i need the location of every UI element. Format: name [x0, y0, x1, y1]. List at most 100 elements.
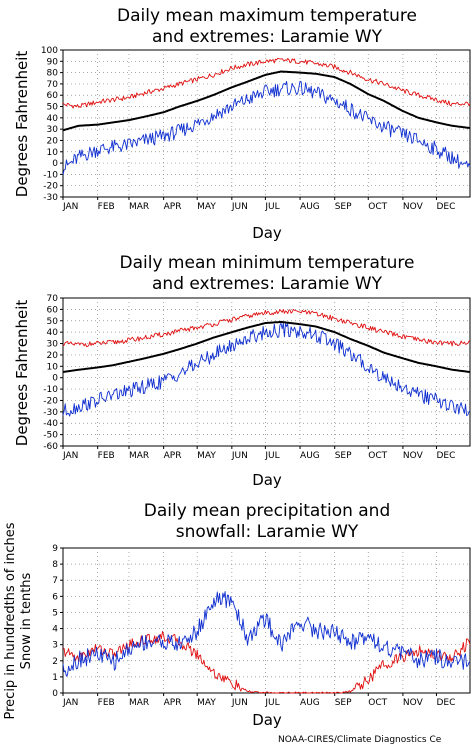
y-tick-label: 10 — [47, 148, 59, 158]
month-label-jul: JUL — [264, 202, 279, 212]
month-label-aug: AUG — [300, 202, 320, 212]
y-tick-label: 30 — [47, 125, 59, 135]
y-tick-label: 40 — [47, 114, 59, 124]
plot-frame — [62, 547, 471, 694]
chart1-title-line1: Daily mean maximum temperature — [117, 6, 417, 26]
chart1-x-axis-label: Day — [252, 224, 282, 242]
month-label-apr: APR — [164, 451, 182, 461]
chart3-plot-area: 0 1 2 3 4 5 6 7 8 9 JAN FEB MAR APR MAY JUN JUL AUG SEP OCT… — [52, 544, 471, 708]
y-tick-label: 20 — [47, 351, 59, 361]
month-label-apr: APR — [164, 698, 182, 708]
y-tick-label: -20 — [43, 396, 58, 406]
chart2-title-line2: and extremes: Laramie WY — [152, 274, 383, 294]
month-label-nov: NOV — [403, 698, 424, 708]
y-tick-label: -30 — [43, 193, 58, 203]
series-min-line — [62, 80, 471, 176]
month-label-aug: AUG — [300, 698, 320, 708]
plot-frame — [62, 49, 471, 198]
month-label-jul: JUL — [264, 698, 279, 708]
y-tick-label: 2 — [52, 657, 58, 667]
month-label-jan: JAN — [62, 451, 78, 461]
y-tick-label: 6 — [52, 592, 58, 602]
plot-frame — [62, 297, 471, 447]
month-label-feb: FEB — [98, 202, 115, 212]
y-tick-label: -50 — [43, 431, 58, 441]
y-tick-label: 30 — [47, 340, 59, 350]
month-label-jun: JUN — [231, 698, 248, 708]
chart-min-temperature: Daily mean minimum temperature and extre… — [13, 253, 471, 489]
y-tick-label: 0 — [52, 159, 58, 169]
chart2-y-axis-label: Degrees Fahrenheit — [13, 300, 31, 447]
series-max-line — [62, 57, 471, 109]
y-tick-label: 50 — [47, 317, 59, 327]
chart1-title-line2: and extremes: Laramie WY — [152, 27, 383, 47]
y-tick-label: -40 — [43, 419, 58, 429]
y-tick-label: 70 — [47, 294, 59, 304]
y-tick-label: 100 — [41, 46, 58, 56]
chart3-title-line1: Daily mean precipitation and — [144, 501, 391, 521]
month-label-apr: APR — [164, 202, 182, 212]
y-tick-label: 5 — [52, 608, 58, 618]
month-label-may: MAY — [197, 698, 216, 708]
y-tick-label: 40 — [47, 328, 59, 338]
y-tick-label: 10 — [47, 362, 59, 372]
month-label-sep: SEP — [335, 202, 352, 212]
y-tick-label: -30 — [43, 408, 58, 418]
month-label-dec: DEC — [436, 451, 455, 461]
y-tick-label: -10 — [43, 170, 58, 180]
chart2-title-line1: Daily mean minimum temperature — [120, 253, 415, 273]
month-label-mar: MAR — [129, 202, 149, 212]
y-tick-label: 3 — [52, 641, 58, 651]
y-tick-label: 4 — [52, 625, 58, 635]
y-tick-label: 0 — [52, 374, 58, 384]
chart3-y-axis-label-line1: Precip in hundredths of inches — [3, 522, 18, 719]
credit-text: NOAA-CIRES/Climate Diagnostics Ce — [278, 735, 442, 745]
month-label-jun: JUN — [231, 451, 248, 461]
series-precip-line — [62, 591, 471, 677]
month-label-sep: SEP — [335, 698, 352, 708]
month-label-oct: OCT — [368, 451, 387, 461]
month-label-oct: OCT — [368, 202, 387, 212]
month-label-mar: MAR — [129, 451, 149, 461]
y-tick-label: -60 — [43, 442, 58, 452]
y-tick-label: 8 — [52, 560, 58, 570]
y-tick-label: 60 — [47, 305, 59, 315]
month-label-sep: SEP — [335, 451, 352, 461]
y-tick-label: -20 — [43, 182, 58, 192]
y-tick-label: 1 — [52, 673, 58, 683]
chart3-title-line2: snowfall: Laramie WY — [176, 522, 359, 542]
series-snow-line — [62, 630, 471, 694]
series-min-line — [62, 322, 471, 417]
y-tick-label: 60 — [47, 91, 59, 101]
y-tick-label: 20 — [47, 136, 59, 146]
month-label-jan: JAN — [62, 202, 78, 212]
month-label-nov: NOV — [403, 202, 424, 212]
month-label-may: MAY — [197, 451, 216, 461]
y-tick-label: 80 — [47, 69, 59, 79]
month-label-aug: AUG — [300, 451, 320, 461]
chart-max-temperature: Daily mean maximum temperature and extre… — [13, 6, 471, 242]
month-label-nov: NOV — [403, 451, 424, 461]
month-label-jun: JUN — [231, 202, 248, 212]
month-label-jul: JUL — [264, 451, 279, 461]
y-tick-label: -10 — [43, 385, 58, 395]
series-mean-line — [62, 320, 471, 373]
y-tick-label: 70 — [47, 80, 59, 90]
month-label-feb: FEB — [98, 698, 115, 708]
month-label-jan: JAN — [62, 698, 78, 708]
month-label-dec: DEC — [436, 698, 455, 708]
y-tick-label: 50 — [47, 103, 59, 113]
chart1-y-axis-label: Degrees Fahrenheit — [13, 51, 31, 198]
month-label-mar: MAR — [129, 698, 149, 708]
chart3-y-axis-label-line2: Snow in tenths — [19, 572, 34, 669]
chart2-x-axis-label: Day — [252, 471, 282, 489]
y-tick-label: 90 — [47, 57, 59, 67]
month-label-may: MAY — [197, 202, 216, 212]
series-max-line — [62, 308, 471, 348]
chart3-x-axis-label: Day — [252, 711, 282, 729]
month-label-feb: FEB — [98, 451, 115, 461]
series-mean-line — [62, 70, 471, 132]
